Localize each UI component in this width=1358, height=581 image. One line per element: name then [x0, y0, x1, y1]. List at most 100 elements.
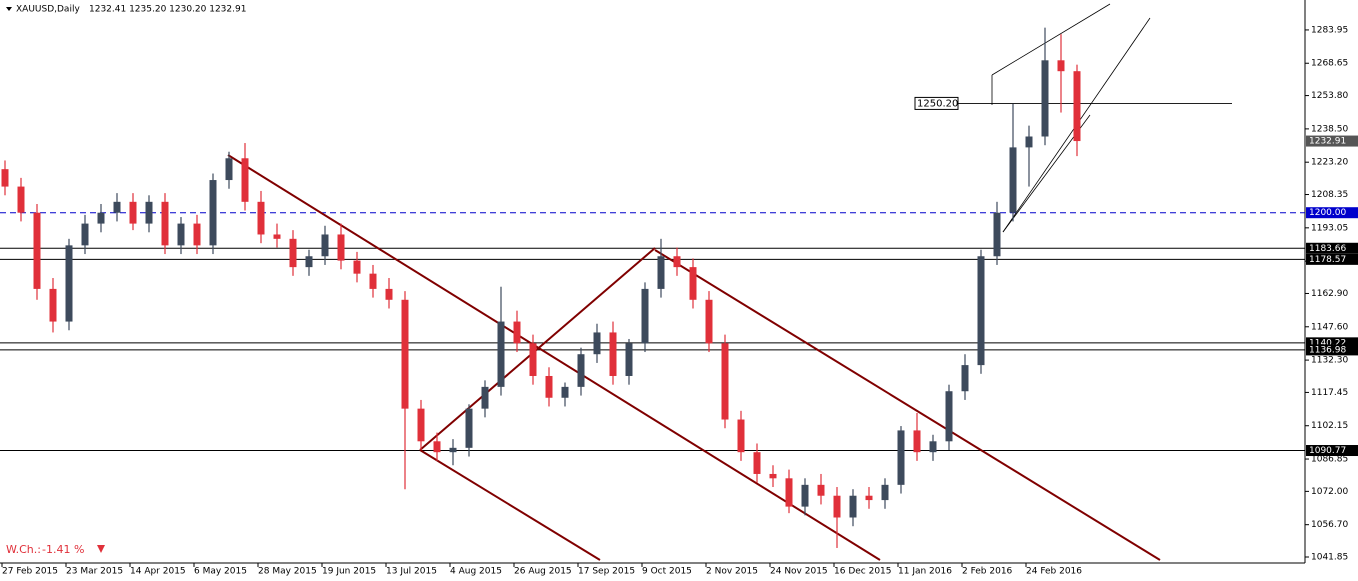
y-tick-label: 1056.70	[1311, 520, 1348, 530]
y-tick-label: 1072.00	[1311, 487, 1348, 497]
candle-body	[1073, 71, 1081, 142]
candle-body	[417, 408, 425, 442]
y-tick-label: 1193.05	[1311, 223, 1348, 233]
x-tick-label: 2 Nov 2015	[706, 567, 758, 577]
x-tick-label: 14 Apr 2015	[130, 567, 186, 577]
candle-body	[689, 267, 697, 300]
candle-body	[833, 495, 841, 518]
candle-body	[113, 201, 121, 213]
candle-body	[577, 354, 585, 387]
candle-body	[497, 321, 505, 387]
y-tick-label: 1162.90	[1311, 289, 1348, 299]
candle-body	[193, 223, 201, 246]
level-label: 1140.22	[1309, 338, 1346, 348]
candle-body	[97, 212, 105, 224]
candle-body	[545, 375, 553, 398]
candle-body	[865, 495, 873, 501]
header: XAUUSD,Daily 1232.41 1235.20 1230.20 123…	[6, 5, 246, 15]
symbol: XAUUSD,Daily	[16, 5, 80, 15]
candle-body	[593, 332, 601, 355]
level-label-box	[1306, 253, 1358, 265]
candle-body	[305, 256, 313, 268]
ohlc: 1232.41 1235.20 1230.20 1232.91	[89, 5, 246, 15]
x-tick-label: 28 May 2015	[258, 567, 317, 577]
x-tick-label: 17 Sep 2015	[578, 567, 635, 577]
y-tick-label: 1132.30	[1311, 356, 1348, 366]
candle-body	[209, 180, 217, 246]
candle-body	[657, 256, 665, 289]
candle-body	[17, 186, 25, 213]
candle-body	[849, 495, 857, 518]
x-tick-label: 13 Jul 2015	[386, 567, 437, 577]
candle-body	[993, 212, 1001, 257]
candle-body	[177, 223, 185, 246]
y-tick-label: 1041.85	[1311, 553, 1348, 563]
candle-body	[241, 158, 249, 202]
level-label: 1090.77	[1309, 446, 1346, 456]
candle-body	[161, 201, 169, 246]
candle-body	[433, 441, 441, 453]
candle-body	[1057, 60, 1065, 72]
candle-body	[913, 430, 921, 453]
down-arrow	[97, 545, 105, 553]
candle-body	[129, 201, 137, 224]
candle-body	[641, 288, 649, 344]
candle-body	[737, 419, 745, 453]
candle-body	[385, 288, 393, 300]
y-tick-label: 1086.85	[1311, 455, 1348, 465]
candle-body	[625, 343, 633, 376]
candle-body	[481, 386, 489, 409]
level-label-box	[1306, 337, 1358, 349]
channel-line	[654, 249, 1161, 561]
candle-body	[145, 201, 153, 224]
level-label: 1200.00	[1309, 208, 1346, 218]
candle-body	[609, 332, 617, 376]
annotation-box	[914, 96, 959, 110]
candle-body	[273, 234, 281, 239]
current-price-box	[1306, 135, 1358, 147]
candle-body	[785, 478, 793, 507]
candle-body	[673, 256, 681, 268]
x-tick-label: 6 May 2015	[194, 567, 247, 577]
candle-body	[1009, 147, 1017, 213]
channel-line	[419, 247, 656, 451]
level-label-box	[1306, 445, 1358, 457]
candle-body	[449, 447, 457, 453]
y-tick-label: 1268.65	[1311, 59, 1348, 69]
x-tick-label: 19 Jun 2015	[322, 567, 376, 577]
candle-body	[321, 234, 329, 257]
candle-body	[353, 260, 361, 274]
candle-body	[897, 430, 905, 485]
annotation-label: 1250.20	[917, 98, 958, 109]
level-label: 1136.98	[1309, 345, 1346, 355]
x-tick-label: 24 Feb 2016	[1026, 567, 1082, 577]
candle-body	[257, 201, 265, 235]
x-tick-label: 11 Jan 2016	[898, 567, 952, 577]
candle-body	[81, 223, 89, 246]
candle-body	[225, 158, 233, 181]
x-tick-label: 16 Dec 2015	[834, 567, 892, 577]
candle-body	[769, 473, 777, 479]
y-tick-label: 1238.50	[1311, 124, 1348, 134]
x-tick-label: 9 Oct 2015	[642, 567, 692, 577]
level-label: 1183.66	[1309, 244, 1346, 254]
candle-body	[705, 299, 713, 344]
current-price-label: 1232.91	[1309, 137, 1346, 147]
y-tick-label: 1102.15	[1311, 421, 1348, 431]
candle-body	[945, 391, 953, 442]
candle-body	[929, 441, 937, 453]
candle-body	[801, 484, 809, 507]
candle-body	[753, 452, 761, 474]
candle-body	[337, 234, 345, 261]
x-tick-label: 4 Aug 2015	[450, 567, 502, 577]
y-tick-label: 1147.60	[1311, 322, 1348, 332]
level-label-box	[1306, 344, 1358, 356]
candle-body	[465, 408, 473, 448]
candle-body	[977, 256, 985, 366]
level-label: 1178.57	[1309, 255, 1346, 265]
x-tick-label: 26 Aug 2015	[514, 567, 572, 577]
wedge-line	[991, 3, 1111, 76]
y-tick-label: 1283.95	[1311, 25, 1348, 35]
y-tick-label: 1253.80	[1311, 91, 1348, 101]
